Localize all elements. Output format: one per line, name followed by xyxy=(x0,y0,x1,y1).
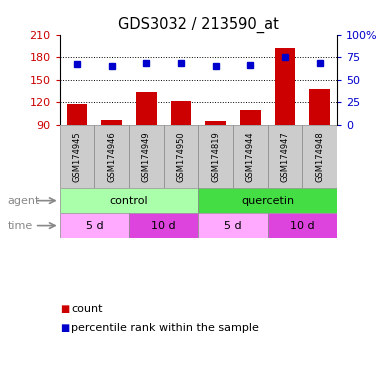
Text: 5 d: 5 d xyxy=(224,220,242,231)
Text: GSM174944: GSM174944 xyxy=(246,131,255,182)
Bar xyxy=(275,48,295,125)
Text: count: count xyxy=(71,304,103,314)
Bar xyxy=(198,188,337,213)
Bar xyxy=(129,125,164,188)
Text: 5 d: 5 d xyxy=(85,220,103,231)
Bar xyxy=(60,125,94,188)
Text: GSM174947: GSM174947 xyxy=(280,131,290,182)
Text: agent: agent xyxy=(8,195,40,206)
Bar xyxy=(60,188,198,213)
Text: quercetin: quercetin xyxy=(241,195,294,206)
Bar xyxy=(198,213,268,238)
Text: control: control xyxy=(110,195,148,206)
Text: percentile rank within the sample: percentile rank within the sample xyxy=(71,323,259,333)
Bar xyxy=(129,213,198,238)
Bar xyxy=(309,89,330,125)
Bar xyxy=(136,93,157,125)
Bar xyxy=(302,125,337,188)
Text: GSM174950: GSM174950 xyxy=(176,131,186,182)
Text: time: time xyxy=(8,220,33,231)
Text: 10 d: 10 d xyxy=(151,220,176,231)
Text: 10 d: 10 d xyxy=(290,220,315,231)
Bar xyxy=(205,121,226,125)
Bar xyxy=(233,125,268,188)
Bar xyxy=(67,104,87,125)
Text: GSM174949: GSM174949 xyxy=(142,131,151,182)
Text: ■: ■ xyxy=(60,304,69,314)
Bar xyxy=(101,120,122,125)
Bar xyxy=(268,125,302,188)
Bar xyxy=(171,101,191,125)
Text: ■: ■ xyxy=(60,323,69,333)
Text: GSM174948: GSM174948 xyxy=(315,131,324,182)
Bar xyxy=(94,125,129,188)
Bar xyxy=(268,213,337,238)
Title: GDS3032 / 213590_at: GDS3032 / 213590_at xyxy=(118,17,279,33)
Bar xyxy=(164,125,198,188)
Bar xyxy=(60,213,129,238)
Bar xyxy=(198,125,233,188)
Text: GSM174946: GSM174946 xyxy=(107,131,116,182)
Text: GSM174819: GSM174819 xyxy=(211,131,220,182)
Text: GSM174945: GSM174945 xyxy=(72,131,82,182)
Bar xyxy=(240,110,261,125)
